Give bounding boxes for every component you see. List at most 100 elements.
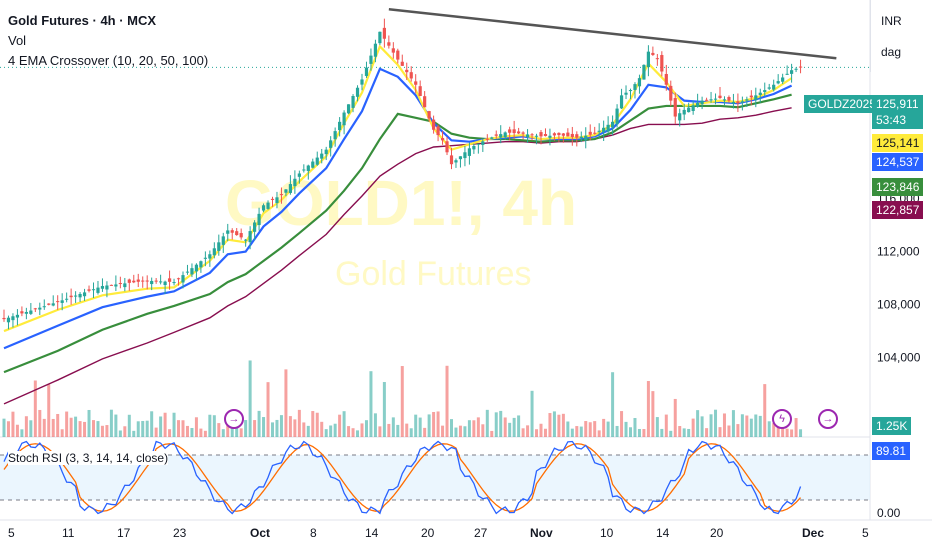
- volume-bar: [100, 425, 104, 437]
- volume-bar: [503, 417, 507, 437]
- volume-bar: [669, 430, 673, 437]
- candle-body: [244, 239, 248, 241]
- volume-bar: [51, 418, 55, 437]
- candle-body: [400, 61, 404, 66]
- volume-bar: [714, 409, 718, 437]
- volume-bar: [637, 428, 641, 437]
- forward-arrow-icon[interactable]: →: [224, 409, 244, 429]
- volume-bar: [329, 425, 333, 437]
- volume-bar: [561, 413, 565, 437]
- candle-body: [42, 306, 46, 308]
- volume-bar: [450, 419, 453, 437]
- volume-bar: [731, 410, 735, 437]
- candle-body: [700, 100, 704, 105]
- volume-bar: [517, 415, 521, 437]
- volume-bar: [521, 428, 525, 437]
- volume-bar: [472, 420, 476, 437]
- candle-body: [575, 134, 579, 138]
- candle-body: [691, 105, 695, 111]
- candle-body: [508, 129, 512, 133]
- candle-body: [619, 95, 624, 109]
- volume-bar: [530, 390, 534, 437]
- candle-body: [114, 284, 118, 287]
- candle-body: [427, 111, 431, 119]
- volume-bar: [127, 414, 131, 437]
- volume-bar: [333, 423, 337, 437]
- candle-body: [284, 189, 288, 193]
- candle-body: [47, 303, 51, 305]
- candle-body: [270, 198, 275, 200]
- ema-indicator-label[interactable]: 4 EMA Crossover (10, 20, 50, 100): [8, 53, 209, 68]
- price-axis-bg: [870, 0, 932, 550]
- volume-bar: [2, 418, 6, 437]
- lightning-icon[interactable]: ϟ: [772, 409, 792, 429]
- volume-bar: [463, 426, 467, 437]
- volume-bar: [311, 411, 315, 437]
- stoch-rsi-label[interactable]: Stoch RSI (3, 3, 14, 14, close): [8, 451, 169, 465]
- volume-bar: [781, 424, 785, 437]
- volume-bar: [239, 428, 243, 437]
- candle-body: [579, 136, 583, 139]
- candle-body: [65, 298, 69, 300]
- volume-bar: [633, 418, 637, 437]
- candle-body: [440, 138, 445, 141]
- candle-body: [432, 119, 436, 130]
- volume-bar: [476, 417, 480, 437]
- candle-body: [360, 79, 364, 85]
- currency-unit-box[interactable]: INR dag: [870, 0, 932, 72]
- candle-body: [525, 134, 530, 138]
- candle-body: [588, 131, 592, 135]
- candle-body: [132, 280, 136, 283]
- volume-bar: [230, 421, 234, 437]
- candle-body: [642, 64, 646, 80]
- candle-body: [494, 134, 498, 136]
- volume-bar: [302, 422, 306, 437]
- candle-body: [597, 130, 601, 132]
- candle-body: [517, 131, 521, 134]
- volume-bar: [320, 421, 324, 437]
- candle-body: [275, 197, 279, 203]
- vol-indicator-label[interactable]: Vol: [8, 33, 27, 48]
- forward-arrow-icon[interactable]: →: [818, 409, 838, 429]
- candle-body: [261, 205, 266, 211]
- volume-bar: [262, 417, 266, 437]
- candle-body: [351, 96, 355, 108]
- price-axis-tick: 112,000: [877, 245, 920, 259]
- countdown-value: 53:43: [876, 113, 907, 127]
- candle-body: [490, 137, 494, 139]
- candle-body: [615, 108, 619, 125]
- volume-bar: [611, 372, 615, 437]
- volume-bar: [552, 411, 556, 437]
- volume-bar: [378, 426, 382, 437]
- trendline[interactable]: [388, 8, 837, 60]
- volume-bar: [60, 429, 64, 437]
- volume-bar: [441, 425, 445, 437]
- candle-body: [512, 129, 516, 134]
- volume-bar: [436, 411, 440, 437]
- candle-body: [163, 281, 167, 286]
- symbol-title[interactable]: Gold Futures · 4h · MCX: [8, 13, 157, 28]
- volume-bar: [727, 425, 731, 437]
- volume-bar: [772, 423, 776, 437]
- candle-body: [678, 113, 682, 121]
- candle-body: [772, 84, 776, 90]
- candle-body: [230, 230, 234, 233]
- candle-body: [436, 126, 440, 136]
- volume-bar: [65, 411, 69, 437]
- candle-body: [736, 101, 740, 104]
- symbol-tag[interactable]: GOLDZ2025: [804, 95, 881, 113]
- volume-bar: [458, 425, 462, 437]
- volume-bar: [271, 422, 274, 437]
- volume-bar: [132, 430, 136, 437]
- candle-body: [154, 280, 158, 282]
- candle-body: [499, 134, 503, 138]
- candle-body: [414, 81, 418, 85]
- volume-bar: [226, 424, 230, 437]
- volume-bar: [660, 428, 664, 437]
- candle-body: [15, 314, 20, 318]
- candle-body: [463, 152, 467, 159]
- candle-body: [51, 303, 55, 306]
- volume-bar: [163, 412, 167, 437]
- volume-bar: [535, 429, 539, 437]
